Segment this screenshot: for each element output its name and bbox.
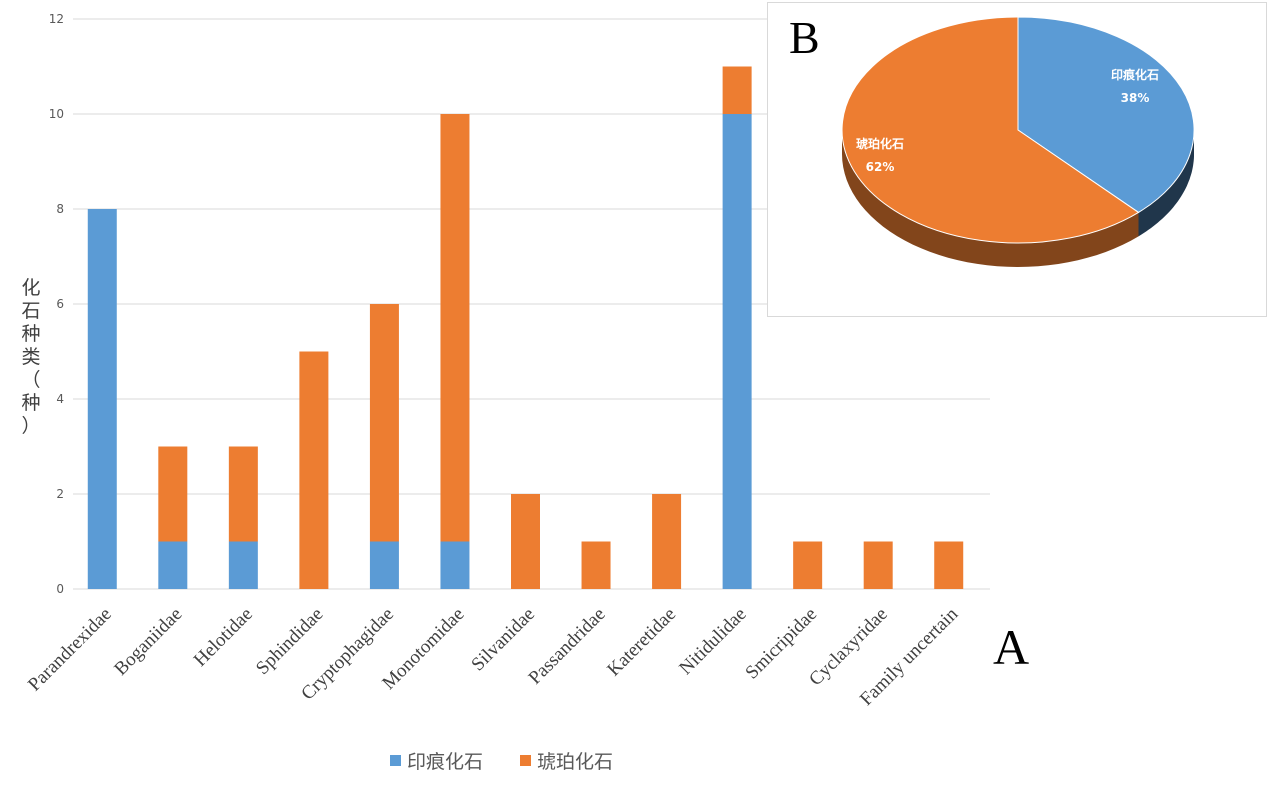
y-tick-label: 4 bbox=[56, 392, 64, 406]
legend-label: 琥珀化石 bbox=[537, 751, 613, 773]
bar-amber-10 bbox=[793, 541, 823, 589]
y-axis-label-char: 种 bbox=[21, 323, 40, 345]
bar-amber-7 bbox=[581, 541, 611, 589]
bar-imprint-9 bbox=[722, 114, 752, 589]
y-axis-label-char: 石 bbox=[21, 300, 40, 322]
bar-amber-11 bbox=[863, 541, 893, 589]
x-tick-label: Parandrexidae bbox=[24, 604, 116, 696]
legend-swatch bbox=[520, 755, 531, 766]
y-tick-label: 0 bbox=[56, 582, 64, 596]
y-axis-label-char: ） bbox=[21, 415, 40, 437]
x-tick-label: Boganiidae bbox=[110, 604, 186, 680]
bars bbox=[87, 66, 964, 589]
pie-label-name: 印痕化石 bbox=[1111, 67, 1159, 82]
gridlines bbox=[73, 18, 990, 590]
bar-amber-8 bbox=[652, 494, 682, 589]
y-tick-label: 2 bbox=[56, 487, 64, 501]
pie-slice-1 bbox=[841, 16, 1140, 244]
pie-label-value: 38% bbox=[1121, 91, 1150, 105]
bar-amber-6 bbox=[511, 494, 540, 589]
bar-amber-2 bbox=[228, 446, 258, 542]
bar-imprint-1 bbox=[158, 541, 188, 589]
pie-label-name: 琥珀化石 bbox=[856, 136, 904, 151]
bar-amber-4 bbox=[369, 304, 399, 542]
bar-imprint-4 bbox=[369, 541, 399, 589]
pie-side-1 bbox=[842, 130, 1139, 267]
bar-amber-1 bbox=[158, 446, 188, 542]
pie-side-0 bbox=[1138, 130, 1194, 237]
y-axis-label-char: （ bbox=[21, 369, 40, 391]
bar-amber-9 bbox=[722, 66, 752, 114]
legend-swatch bbox=[390, 755, 401, 766]
y-axis-label-char: 种 bbox=[21, 392, 40, 414]
pie-label-value: 62% bbox=[866, 160, 895, 174]
y-tick-label: 10 bbox=[49, 107, 64, 121]
bar-amber-3 bbox=[299, 351, 329, 589]
pie-chart-panel: 印痕化石 38% 琥珀化石 62% bbox=[767, 2, 1267, 317]
panel-label-b: B bbox=[789, 12, 820, 63]
legend: 印痕化石 琥珀化石 bbox=[390, 751, 613, 773]
x-tick-label: Passandridae bbox=[525, 604, 610, 689]
x-tick-label: Kateretidae bbox=[603, 604, 680, 681]
bar-amber-5 bbox=[440, 114, 470, 542]
bar-imprint-2 bbox=[228, 541, 258, 589]
x-tick-label: Silvanidae bbox=[467, 604, 539, 676]
y-tick-label: 12 bbox=[49, 12, 64, 26]
pie-slice-0 bbox=[1017, 16, 1195, 213]
bar-imprint-0 bbox=[87, 209, 117, 589]
pie-chart: 印痕化石 38% 琥珀化石 62% bbox=[841, 16, 1195, 267]
y-tick-label: 6 bbox=[56, 297, 64, 311]
y-tick-label: 8 bbox=[56, 202, 64, 216]
bar-imprint-5 bbox=[440, 541, 470, 589]
x-tick-label: Sphindidae bbox=[252, 604, 327, 679]
x-tick-label: Helotidae bbox=[190, 604, 257, 671]
legend-label: 印痕化石 bbox=[407, 751, 483, 773]
x-tick-label: Nitidulidae bbox=[675, 604, 750, 679]
y-axis-label-char: 化 bbox=[21, 277, 40, 299]
panel-label-a: A bbox=[993, 619, 1030, 675]
y-axis-label-char: 类 bbox=[21, 346, 40, 368]
bar-amber-12 bbox=[934, 541, 964, 589]
y-axis-ticks: 0 2 4 6 8 10 12 bbox=[49, 12, 64, 596]
